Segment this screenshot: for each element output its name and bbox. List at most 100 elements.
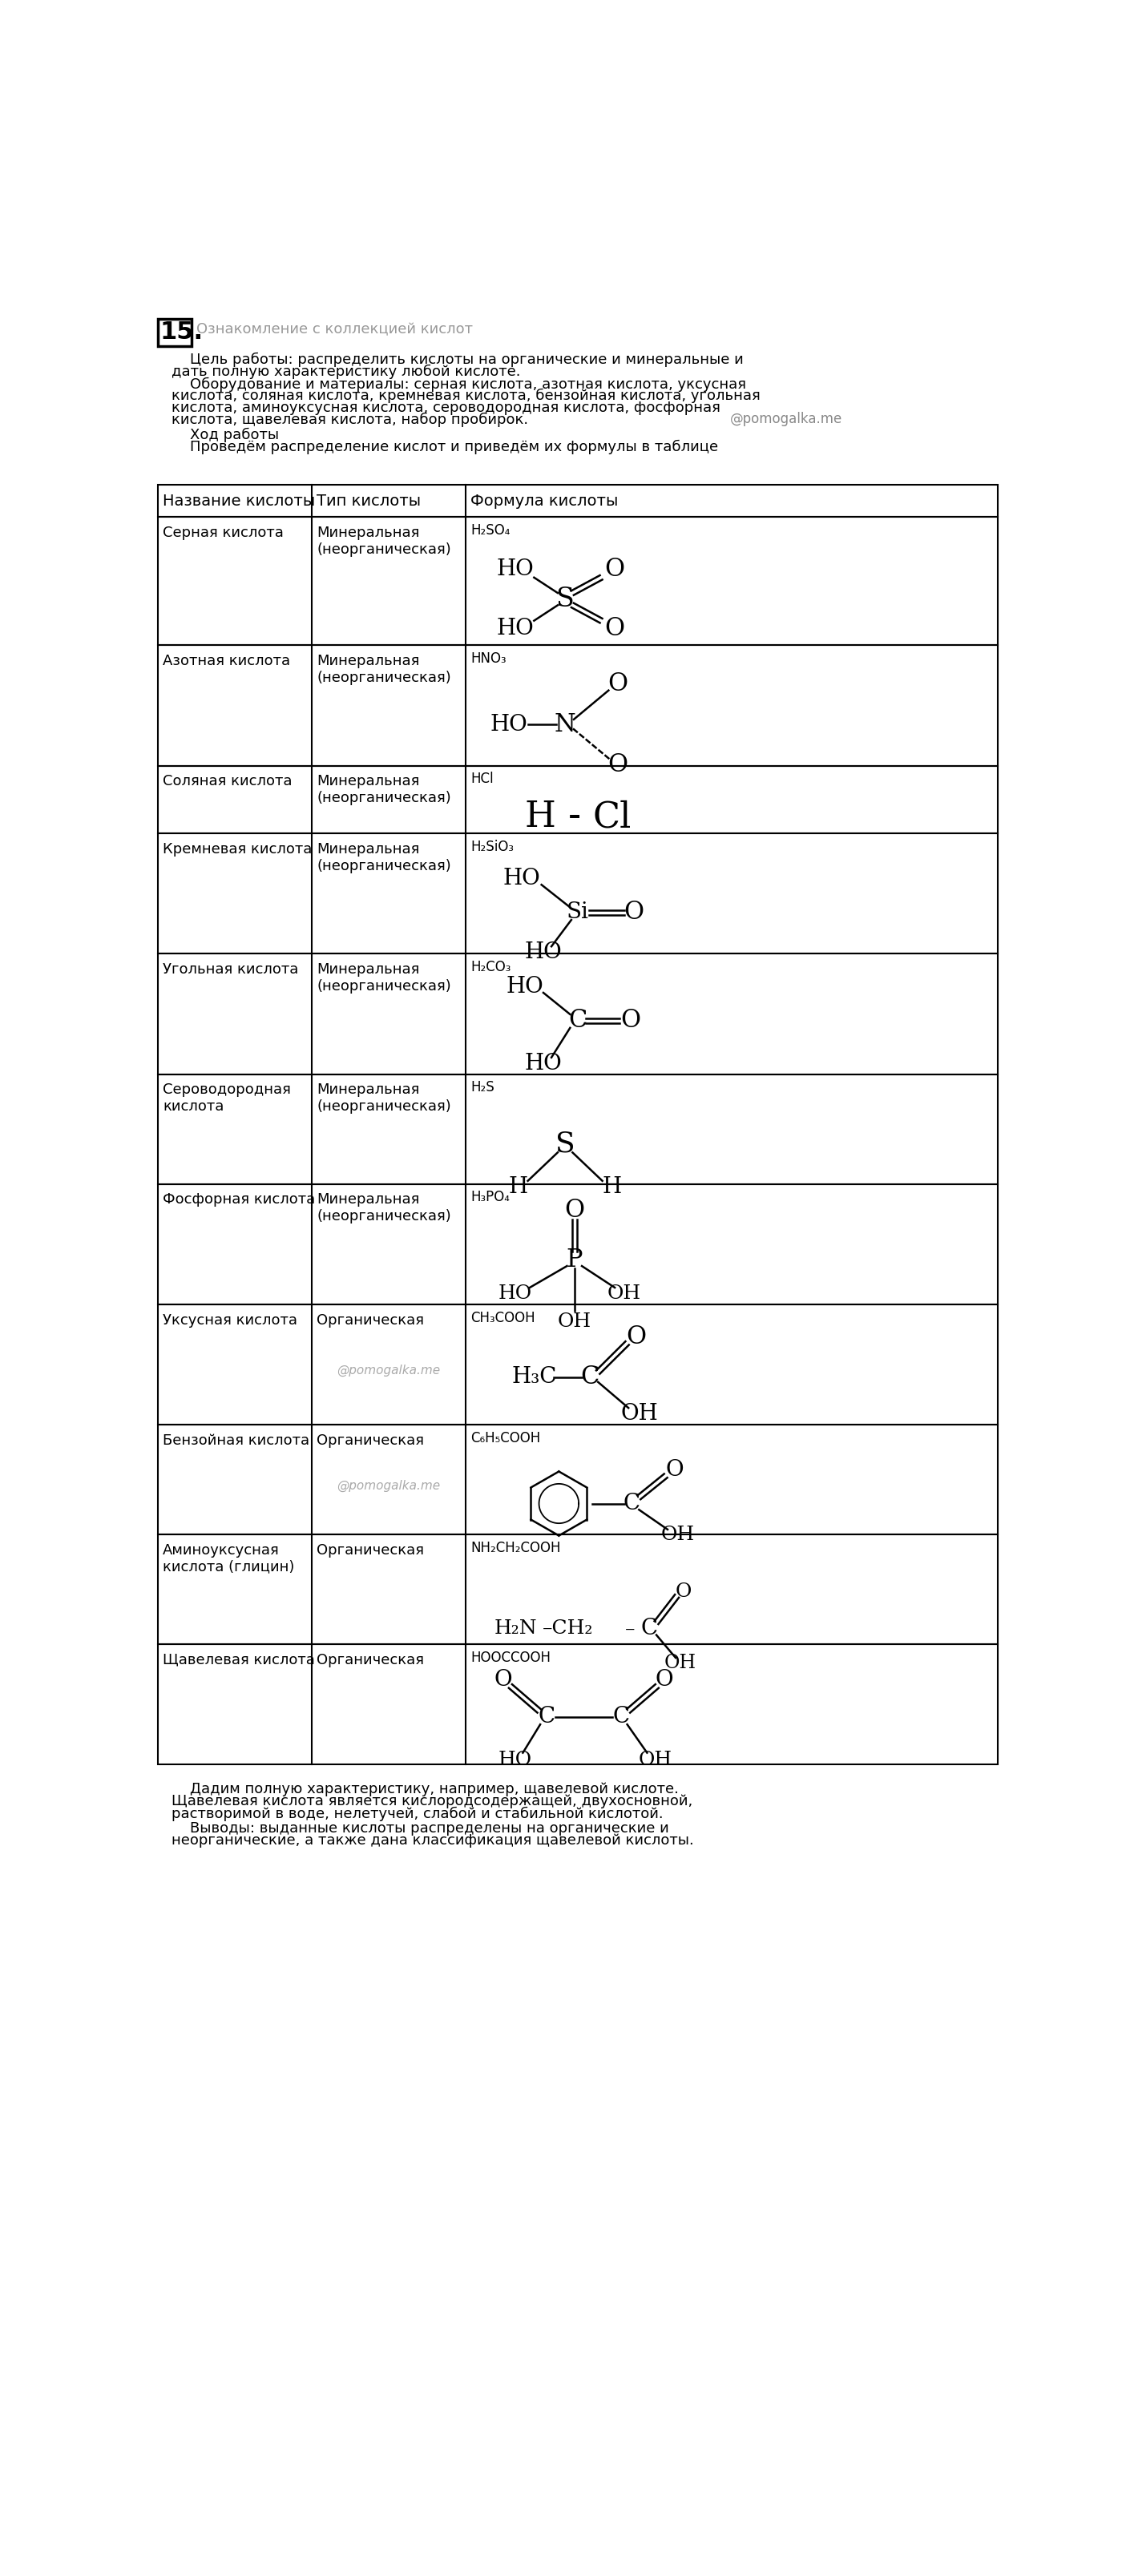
Text: C₆H₅COOH: C₆H₅COOH [471,1430,541,1445]
Bar [157,518,997,647]
Text: HO: HO [506,976,543,997]
Text: Угольная кислота: Угольная кислота [163,963,298,976]
Text: HOOСCOOH: HOOСCOOH [471,1651,551,1664]
Text: Cl: Cl [592,799,631,835]
Text: O: O [624,899,644,925]
Text: 15.: 15. [160,319,203,343]
Bar [157,647,997,765]
Text: P: P [567,1247,582,1273]
Bar [157,1643,997,1765]
Text: O: O [494,1669,512,1690]
Text: C: C [568,1007,587,1033]
Text: O: O [620,1007,641,1033]
Text: O: O [605,556,625,582]
Text: Ознакомление с коллекцией кислот: Ознакомление с коллекцией кислот [196,322,472,337]
Text: Минеральная
(неорганическая): Минеральная (неорганическая) [316,526,451,556]
Text: Сероводородная
кислота: Сероводородная кислота [163,1082,291,1113]
Text: Азотная кислота: Азотная кислота [163,654,291,667]
Text: Минеральная
(неорганическая): Минеральная (неорганическая) [316,842,451,873]
Text: HO: HO [497,559,534,580]
Bar [157,1185,997,1303]
Text: Проведём распределение кислот и приведём их формулы в таблице: Проведём распределение кислот и приведём… [172,440,718,453]
Text: H₂SO₄: H₂SO₄ [471,523,511,538]
Text: Выводы: выданные кислоты распределены на органические и: Выводы: выданные кислоты распределены на… [172,1821,669,1837]
Text: O: O [626,1324,646,1350]
Text: дать полную характеристику любой кислоте.: дать полную характеристику любой кислоте… [172,363,521,379]
Text: Si: Si [567,902,589,922]
Text: Минеральная
(неорганическая): Минеральная (неорганическая) [316,654,451,685]
Text: Оборудование и материалы: серная кислота, азотная кислота, уксусная: Оборудование и материалы: серная кислота… [172,376,746,392]
Text: O: O [564,1198,585,1224]
Text: @pomogalka.me: @pomogalka.me [337,1479,441,1492]
Text: OH: OH [607,1285,641,1303]
Text: C: C [613,1705,629,1728]
Text: Щавелевая кислота: Щавелевая кислота [163,1654,315,1667]
Text: H₂N: H₂N [494,1620,537,1638]
Text: H₂S: H₂S [471,1079,495,1095]
Text: OH: OH [620,1404,659,1425]
Text: OH: OH [664,1654,696,1672]
Text: кислота, аминоуксусная кислота, сероводородная кислота, фосфорная: кислота, аминоуксусная кислота, сероводо… [172,399,720,415]
Text: HO: HO [490,714,528,734]
Text: Минеральная
(неорганическая): Минеральная (неорганическая) [316,963,451,994]
Text: C: C [537,1705,555,1728]
Text: -: - [568,799,581,835]
Text: HO: HO [497,618,534,639]
Text: O: O [608,672,628,696]
Text: H₃PO₄: H₃PO₄ [471,1190,509,1206]
Text: HO: HO [525,943,562,963]
Text: Ход работы: Ход работы [172,428,278,443]
Bar [157,1535,997,1643]
Text: OH: OH [661,1525,695,1543]
Text: H: H [525,799,555,835]
Text: H₂CO₃: H₂CO₃ [471,961,511,974]
Text: –CH₂: –CH₂ [543,1620,594,1638]
Text: O: O [675,1582,691,1602]
Text: Цель работы: распределить кислоты на органические и минеральные и: Цель работы: распределить кислоты на орг… [172,353,743,366]
Text: Название кислоты: Название кислоты [163,495,315,510]
Text: Органическая: Органическая [316,1543,424,1558]
Text: H: H [603,1177,622,1198]
Text: C: C [623,1492,640,1515]
Text: @pomogalka.me: @pomogalka.me [730,412,843,428]
Text: HO: HO [503,868,541,889]
Text: Фосфорная кислота: Фосфорная кислота [163,1193,315,1208]
Text: HNO₃: HNO₃ [471,652,506,667]
Text: O: O [666,1458,684,1481]
Bar [157,484,997,518]
Text: Щавелевая кислота является кислородсодержащей, двухосновной,: Щавелевая кислота является кислородсодер… [172,1793,692,1808]
Text: OH: OH [638,1752,672,1770]
Text: неорганические, а также дана классификация щавелевой кислоты.: неорганические, а также дана классификац… [172,1834,693,1847]
Text: O: O [608,752,628,778]
Text: Уксусная кислота: Уксусная кислота [163,1314,297,1327]
Text: Дадим полную характеристику, например, щавелевой кислоте.: Дадим полную характеристику, например, щ… [172,1783,679,1795]
Text: NH₂CH₂COOH: NH₂CH₂COOH [471,1540,561,1556]
Text: H₂SiO₃: H₂SiO₃ [471,840,514,855]
Text: O: O [655,1669,673,1690]
Text: Органическая: Органическая [316,1432,424,1448]
Text: H₃C: H₃C [512,1365,557,1388]
Text: Бензойная кислота: Бензойная кислота [163,1432,310,1448]
Text: Органическая: Органическая [316,1654,424,1667]
Bar [157,953,997,1074]
Bar [157,765,997,835]
Text: S: S [555,1131,574,1157]
Text: @pomogalka.me: @pomogalka.me [337,1365,441,1376]
Text: кислота, щавелевая кислота, набор пробирок.: кислота, щавелевая кислота, набор пробир… [172,412,528,428]
Text: Минеральная
(неорганическая): Минеральная (неорганическая) [316,1082,451,1113]
Text: HCl: HCl [471,773,494,786]
Bar [157,1425,997,1535]
Text: HO: HO [525,1054,562,1074]
Bar [157,319,191,345]
Text: O: O [605,616,625,641]
Text: растворимой в воде, нелетучей, слабой и стабильной кислотой.: растворимой в воде, нелетучей, слабой и … [172,1806,663,1821]
Text: Органическая: Органическая [316,1314,424,1327]
Bar [157,1303,997,1425]
Bar [157,1074,997,1185]
Text: HO: HO [498,1285,532,1303]
Text: H: H [509,1177,528,1198]
Text: HO: HO [498,1752,532,1770]
Text: Формула кислоты: Формула кислоты [471,495,618,510]
Text: Соляная кислота: Соляная кислота [163,775,292,788]
Text: OH: OH [558,1311,591,1332]
